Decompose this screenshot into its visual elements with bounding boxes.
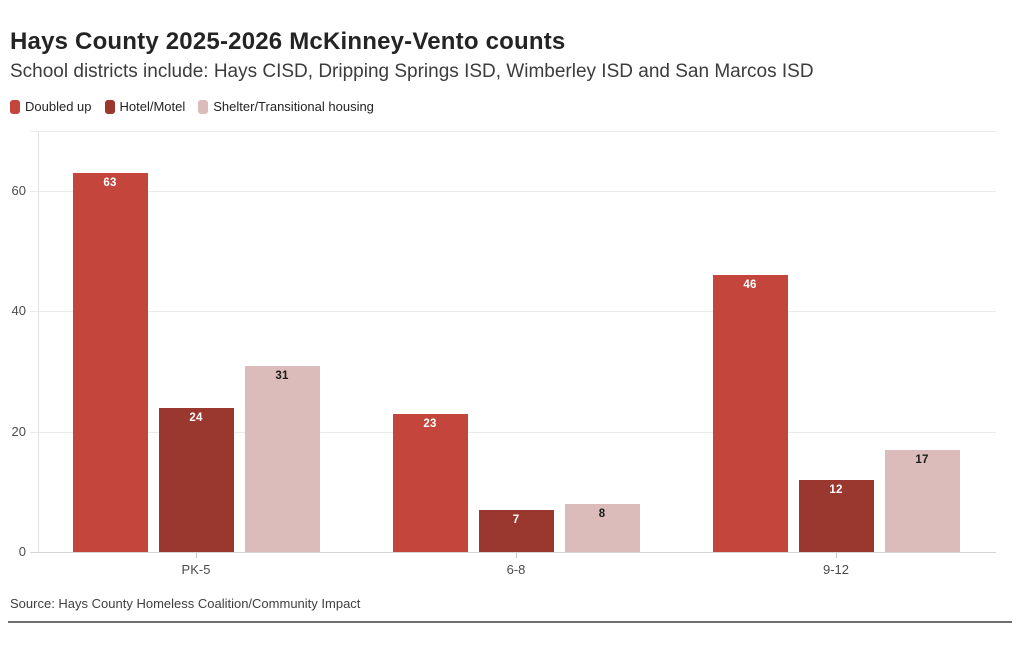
- y-axis-tick-label: 60: [11, 183, 26, 199]
- gridline-y-60: [30, 191, 996, 193]
- y-axis-tick-label: 0: [18, 544, 26, 559]
- legend-label: Hotel/Motel: [119, 99, 186, 114]
- x-axis-tick: [836, 553, 837, 558]
- bar-value-label: 12: [829, 483, 843, 496]
- legend-item-doubled-up: Doubled up: [10, 99, 92, 114]
- bar-value-label: 31: [275, 369, 289, 382]
- bar-value-label: 7: [512, 513, 520, 526]
- x-axis-baseline: [30, 552, 996, 553]
- bar-PK-5-hotel-motel: 24: [158, 407, 234, 552]
- legend-swatch-icon: [198, 99, 209, 114]
- bar-9-12-doubled-up: 46: [712, 275, 788, 552]
- bar-9-12-shelter-transitional-housing: 17: [884, 449, 960, 552]
- bar-PK-5-shelter-transitional-housing: 31: [244, 365, 320, 552]
- x-axis-tick: [196, 553, 197, 558]
- gridline-y-20: [30, 431, 996, 433]
- x-axis-category-label: PK-5: [181, 562, 211, 577]
- plot-top-border: [30, 131, 996, 132]
- legend-item-shelter: Shelter/Transitional housing: [198, 99, 374, 114]
- legend-label: Doubled up: [25, 99, 92, 114]
- y-axis-tick-label: 40: [11, 303, 26, 319]
- y-axis-tick-label: 20: [11, 423, 26, 439]
- legend-swatch-icon: [104, 99, 115, 114]
- page-subtitle: School districts include: Hays CISD, Dri…: [10, 61, 814, 82]
- legend-label: Shelter/Transitional housing: [213, 99, 374, 114]
- bar-6-8-shelter-transitional-housing: 8: [564, 503, 640, 552]
- gridline-y-40: [30, 311, 996, 313]
- bar-value-label: 23: [423, 417, 437, 430]
- bar-9-12-hotel-motel: 12: [798, 479, 874, 552]
- x-axis-category-label: 6-8: [506, 562, 526, 577]
- legend-swatch-icon: [10, 99, 20, 114]
- source-attribution: Source: Hays County Homeless Coalition/C…: [10, 596, 361, 611]
- bar-6-8-hotel-motel: 7: [478, 509, 554, 552]
- bar-value-label: 24: [189, 411, 203, 424]
- legend: Doubled up Hotel/Motel Shelter/Transitio…: [10, 99, 374, 114]
- bar-PK-5-doubled-up: 63: [72, 173, 148, 552]
- page-title: Hays County 2025-2026 McKinney-Vento cou…: [10, 28, 566, 55]
- legend-item-hotel-motel: Hotel/Motel: [104, 99, 186, 114]
- bar-value-label: 17: [915, 453, 929, 466]
- x-axis-tick: [516, 553, 517, 558]
- bottom-divider: [8, 621, 1012, 623]
- bar-value-label: 46: [743, 279, 757, 292]
- bar-value-label: 63: [103, 177, 117, 190]
- x-axis-category-label: 9-12: [822, 562, 850, 577]
- bar-value-label: 8: [598, 507, 606, 520]
- y-axis-line: [38, 131, 39, 552]
- bar-6-8-doubled-up: 23: [392, 413, 468, 552]
